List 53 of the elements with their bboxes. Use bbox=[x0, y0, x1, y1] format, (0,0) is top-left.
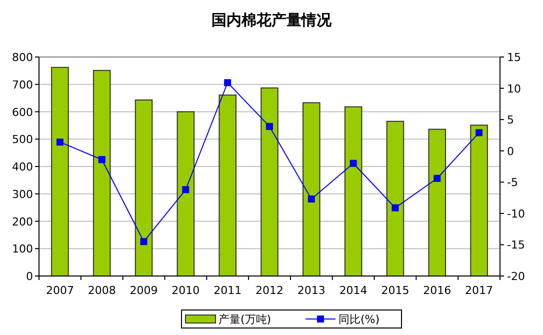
y-tick-label: 200 bbox=[12, 215, 33, 228]
x-tick-label: 2017 bbox=[465, 284, 494, 297]
bar bbox=[134, 99, 153, 276]
legend-label: 产量(万吨) bbox=[218, 313, 272, 326]
point bbox=[434, 174, 441, 182]
bar bbox=[470, 124, 488, 276]
bar bbox=[386, 120, 404, 276]
y-tick-label: 700 bbox=[12, 78, 33, 92]
chart-title: 国内棉花产量情况 bbox=[212, 11, 332, 29]
bar bbox=[344, 106, 362, 276]
x-tick-label: 2013 bbox=[297, 284, 326, 297]
legend-label: 同比(%) bbox=[338, 313, 380, 326]
y2-tick-label: 15 bbox=[507, 51, 521, 64]
y-tick-label: 300 bbox=[12, 188, 33, 201]
bar bbox=[302, 102, 320, 276]
y-tick-label: 800 bbox=[12, 51, 33, 64]
x-tick-label: 2008 bbox=[88, 284, 116, 297]
point bbox=[350, 160, 357, 167]
y-tick-label: 500 bbox=[12, 133, 33, 146]
x-tick-label: 2016 bbox=[423, 284, 452, 297]
y2-tick-label: -20 bbox=[507, 270, 525, 283]
y2-tick-label: 0 bbox=[507, 144, 514, 158]
point bbox=[140, 238, 148, 246]
x-tick-label: 2014 bbox=[339, 284, 368, 297]
y-tick-label: 400 bbox=[12, 160, 33, 174]
y-tick-label: 600 bbox=[12, 106, 33, 119]
point bbox=[308, 196, 315, 203]
y-tick-label: 0 bbox=[26, 270, 33, 283]
x-tick-label: 2009 bbox=[130, 284, 158, 297]
y2-tick-label: 5 bbox=[507, 114, 514, 127]
point bbox=[98, 156, 106, 164]
y2-tick-label: -10 bbox=[507, 207, 525, 220]
bar bbox=[51, 66, 69, 276]
x-tick-label: 2011 bbox=[214, 284, 242, 297]
point bbox=[476, 129, 483, 136]
point bbox=[392, 204, 399, 212]
bar bbox=[428, 128, 446, 276]
bar bbox=[218, 94, 236, 276]
y2-tick-label: -5 bbox=[507, 176, 518, 190]
bar bbox=[92, 70, 111, 276]
y-tick-label: 100 bbox=[12, 242, 33, 256]
point bbox=[182, 186, 190, 194]
x-tick-label: 2010 bbox=[172, 284, 200, 297]
point bbox=[266, 122, 273, 130]
point bbox=[56, 138, 64, 146]
point bbox=[224, 79, 232, 86]
bar bbox=[176, 111, 195, 276]
y2-tick-label: -15 bbox=[507, 238, 525, 252]
x-tick-label: 2015 bbox=[381, 284, 410, 297]
bar bbox=[260, 87, 278, 276]
x-tick-label: 2012 bbox=[256, 284, 284, 297]
x-tick-label: 2007 bbox=[46, 284, 74, 297]
y2-tick-label: 10 bbox=[507, 82, 521, 96]
